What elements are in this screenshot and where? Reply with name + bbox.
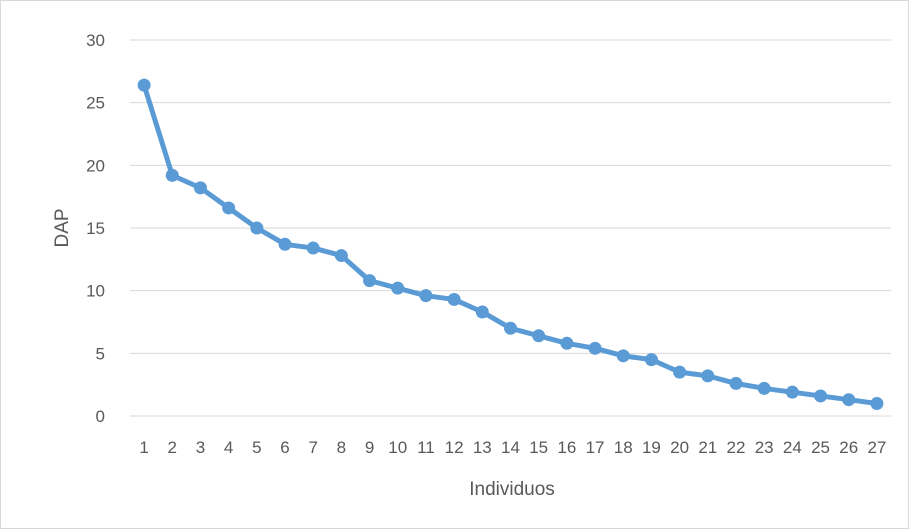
x-tick-label: 15: [529, 438, 548, 457]
x-tick-label: 7: [308, 438, 317, 457]
data-point-10: [391, 281, 405, 295]
data-point-13: [475, 305, 489, 319]
x-tick-label: 27: [867, 438, 886, 457]
data-point-8: [334, 249, 348, 263]
x-tick-label: 26: [839, 438, 858, 457]
series-layer: [137, 78, 884, 410]
data-point-6: [278, 237, 292, 251]
gridlines: [130, 39, 891, 417]
x-tick-label: 19: [642, 438, 661, 457]
x-axis-title: Individuos: [469, 479, 555, 500]
data-point-1: [137, 78, 151, 92]
x-tick-label: 2: [168, 438, 177, 457]
y-tick-label: 10: [86, 282, 105, 301]
x-tick-label: 24: [783, 438, 802, 457]
data-point-20: [673, 365, 687, 379]
y-tick-label: 0: [96, 407, 105, 426]
x-tick-label: 6: [280, 438, 289, 457]
y-tick-label: 20: [86, 156, 105, 175]
data-point-2: [165, 168, 179, 182]
x-tick-label: 3: [196, 438, 205, 457]
data-point-23: [757, 381, 771, 395]
data-point-18: [616, 349, 630, 363]
x-tick-label: 5: [252, 438, 261, 457]
y-tick-labels: 0 5 10 15 20 25 30: [86, 31, 105, 426]
data-point-4: [222, 201, 236, 215]
data-point-15: [532, 329, 546, 343]
x-tick-label: 11: [417, 438, 435, 457]
x-tick-label: 21: [698, 438, 717, 457]
data-point-17: [588, 341, 602, 355]
x-tick-label: 18: [614, 438, 633, 457]
x-tick-label: 10: [388, 438, 407, 457]
x-tick-label: 22: [727, 438, 746, 457]
x-tick-label: 17: [586, 438, 605, 457]
data-point-7: [306, 241, 320, 255]
x-tick-label: 23: [755, 438, 774, 457]
x-tick-label: 13: [473, 438, 492, 457]
x-tick-label: 25: [811, 438, 830, 457]
data-point-25: [814, 389, 828, 403]
data-point-19: [644, 353, 658, 367]
data-point-24: [785, 385, 799, 399]
data-point-3: [193, 181, 207, 195]
x-tick-label: 9: [365, 438, 374, 457]
data-point-14: [504, 321, 517, 335]
series-line: [141, 82, 880, 406]
data-point-21: [701, 369, 715, 383]
x-tick-label: 12: [445, 438, 464, 457]
data-point-27: [870, 396, 884, 410]
y-axis-title: DAP: [52, 208, 73, 247]
data-point-12: [447, 292, 461, 306]
x-tick-label: 1: [139, 438, 148, 457]
x-tick-label: 16: [557, 438, 576, 457]
data-point-9: [363, 274, 377, 288]
data-point-16: [560, 336, 574, 350]
x-tick-label: 8: [337, 438, 346, 457]
data-point-22: [729, 376, 743, 390]
x-tick-labels: 1 2 3 4 5 6 7 8 9 10 11 12 13 14 15 16 17 18 19 20 21 22 23 24 2…: [139, 438, 886, 457]
x-tick-label: 20: [670, 438, 689, 457]
x-tick-label: 4: [224, 438, 233, 457]
x-tick-label: 14: [501, 438, 520, 457]
y-tick-label: 30: [86, 31, 105, 50]
y-tick-label: 25: [86, 94, 105, 113]
data-point-5: [250, 221, 264, 235]
data-point-11: [419, 289, 433, 303]
data-point-26: [842, 393, 856, 407]
y-tick-label: 15: [86, 219, 105, 238]
y-tick-label: 5: [96, 344, 105, 363]
